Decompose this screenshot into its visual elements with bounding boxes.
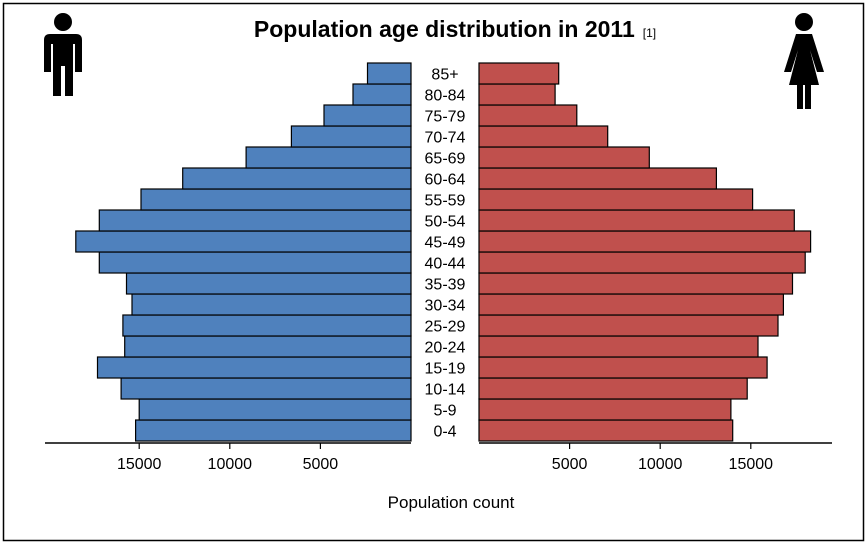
axes: 15000 10000 5000 5000 10000 15000	[45, 442, 832, 473]
female-bar-75-79	[478, 104, 578, 127]
male-bar-10-14	[120, 377, 412, 400]
age-group-label: 65-69	[425, 151, 466, 168]
female-bar-80-84	[478, 83, 556, 106]
female-bar-10-14	[478, 377, 748, 400]
age-group-label: 80-84	[425, 88, 466, 105]
male-bar-0-4	[135, 419, 412, 442]
age-group-label: 5-9	[433, 403, 456, 420]
age-group-label: 70-74	[425, 130, 466, 147]
age-group-label: 15-19	[425, 361, 466, 378]
age-group-label: 30-34	[425, 298, 466, 315]
right-tick-label: 10000	[638, 456, 683, 473]
male-bar-15-19	[96, 356, 412, 379]
female-bar-45-49	[478, 230, 812, 253]
male-bar-65-69	[245, 146, 412, 169]
male-bar-20-24	[124, 335, 412, 358]
female-bar-50-54	[478, 209, 795, 232]
age-group-label: 55-59	[425, 193, 466, 210]
female-bar-30-34	[478, 293, 784, 316]
male-figure-icon	[44, 13, 82, 96]
age-group-label: 50-54	[425, 214, 466, 231]
female-bar-0-4	[478, 419, 734, 442]
left-tick-label: 10000	[208, 456, 253, 473]
female-bar-25-29	[478, 314, 779, 337]
female-figure-icon	[784, 13, 824, 109]
age-group-label: 40-44	[425, 256, 466, 273]
left-tick-label: 15000	[117, 456, 162, 473]
age-group-labels: 0-4 5-9 10-14 15-19 20-24 25-29 30-34 35-39 40-4…	[425, 67, 466, 441]
female-bar-70-74	[478, 125, 609, 148]
age-group-label: 85+	[431, 67, 458, 84]
left-tick-label: 5000	[303, 456, 339, 473]
male-bars	[75, 62, 412, 442]
male-bar-40-44	[98, 251, 412, 274]
male-bar-75-79	[323, 104, 412, 127]
age-group-label: 35-39	[425, 277, 466, 294]
female-bar-40-44	[478, 251, 806, 274]
right-tick-label: 5000	[552, 456, 588, 473]
age-group-label: 75-79	[425, 109, 466, 126]
male-bar-30-34	[131, 293, 412, 316]
female-bars	[478, 62, 812, 442]
age-group-label: 60-64	[425, 172, 466, 189]
female-bar-60-64	[478, 167, 717, 190]
age-group-label: 20-24	[425, 340, 466, 357]
female-bar-55-59	[478, 188, 754, 211]
male-bar-70-74	[290, 125, 412, 148]
female-bar-5-9	[478, 398, 732, 421]
male-bar-80-84	[352, 83, 412, 106]
female-bar-85+	[478, 62, 560, 85]
age-group-label: 10-14	[425, 382, 466, 399]
age-group-label: 25-29	[425, 319, 466, 336]
age-group-label: 45-49	[425, 235, 466, 252]
right-tick-label: 15000	[729, 456, 774, 473]
female-bar-65-69	[478, 146, 650, 169]
male-bar-45-49	[75, 230, 412, 253]
male-bar-85+	[366, 62, 412, 85]
x-axis-label: Population count	[388, 493, 515, 512]
male-bar-35-39	[125, 272, 412, 295]
male-bar-55-59	[140, 188, 412, 211]
female-bar-20-24	[478, 335, 759, 358]
male-bar-5-9	[138, 398, 412, 421]
female-bar-15-19	[478, 356, 768, 379]
title-footnote: [1]	[643, 26, 656, 40]
chart-title: Population age distribution in 2011 [1]	[254, 16, 656, 42]
male-bar-50-54	[98, 209, 412, 232]
male-bar-60-64	[182, 167, 412, 190]
male-bar-25-29	[122, 314, 412, 337]
female-bar-35-39	[478, 272, 794, 295]
age-group-label: 0-4	[433, 424, 456, 441]
